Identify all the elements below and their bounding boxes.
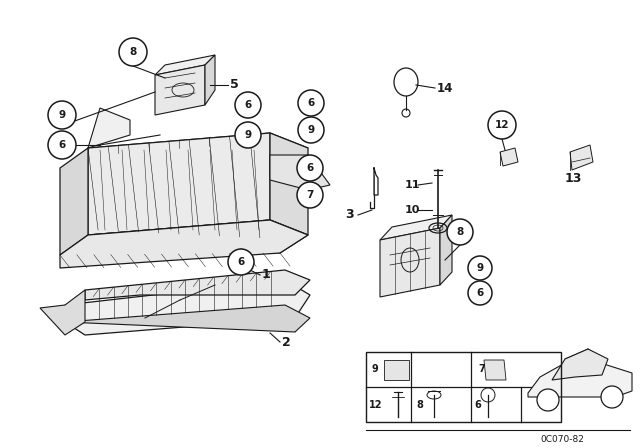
Text: 2: 2 [282,336,291,349]
Circle shape [298,90,324,116]
Polygon shape [155,65,205,115]
Text: 8: 8 [129,47,136,57]
Text: 6: 6 [58,140,66,150]
Polygon shape [500,148,518,166]
Polygon shape [88,133,270,235]
Polygon shape [65,305,310,332]
Text: 9: 9 [371,364,378,374]
Text: 12: 12 [369,400,383,410]
Polygon shape [570,145,593,170]
Text: 7: 7 [478,364,484,374]
Text: 6: 6 [307,163,314,173]
Circle shape [235,92,261,118]
Circle shape [297,182,323,208]
Text: 6: 6 [237,257,244,267]
Polygon shape [205,55,215,105]
Text: 9: 9 [244,130,252,140]
Text: 10: 10 [405,205,420,215]
Circle shape [48,131,76,159]
Text: 8: 8 [456,227,463,237]
Polygon shape [60,220,308,268]
Polygon shape [65,280,310,335]
Text: 3: 3 [345,208,354,221]
Text: 11: 11 [405,180,420,190]
Text: 9: 9 [476,263,484,273]
Polygon shape [528,359,632,397]
Circle shape [298,117,324,143]
Polygon shape [85,270,310,300]
Text: 12: 12 [495,120,509,130]
Circle shape [601,386,623,408]
Polygon shape [60,148,88,255]
Text: 6: 6 [476,288,484,298]
Polygon shape [380,215,452,240]
Circle shape [468,256,492,280]
Circle shape [488,111,516,139]
Polygon shape [40,290,85,335]
Polygon shape [270,133,308,235]
Circle shape [235,122,261,148]
Polygon shape [88,108,130,148]
Text: 5: 5 [230,78,239,91]
Text: 9: 9 [307,125,315,135]
Text: 6: 6 [474,400,481,410]
Polygon shape [88,220,308,253]
Text: 14: 14 [437,82,453,95]
Text: 0C070-82: 0C070-82 [540,435,584,444]
Polygon shape [384,360,409,380]
Text: 13: 13 [565,172,582,185]
Circle shape [48,101,76,129]
Polygon shape [440,215,452,285]
Circle shape [119,38,147,66]
Polygon shape [270,155,330,190]
Polygon shape [380,228,440,297]
Bar [366,352,561,422]
Circle shape [297,155,323,181]
Circle shape [228,249,254,275]
Text: 1: 1 [262,268,271,281]
Text: 6: 6 [307,98,315,108]
Polygon shape [155,55,215,75]
Polygon shape [88,133,308,165]
Text: 7: 7 [307,190,314,200]
Circle shape [468,281,492,305]
Text: 9: 9 [58,110,65,120]
Circle shape [537,389,559,411]
Polygon shape [484,360,506,380]
Text: 8: 8 [416,400,423,410]
Text: 6: 6 [244,100,252,110]
Polygon shape [552,349,608,380]
Circle shape [447,219,473,245]
